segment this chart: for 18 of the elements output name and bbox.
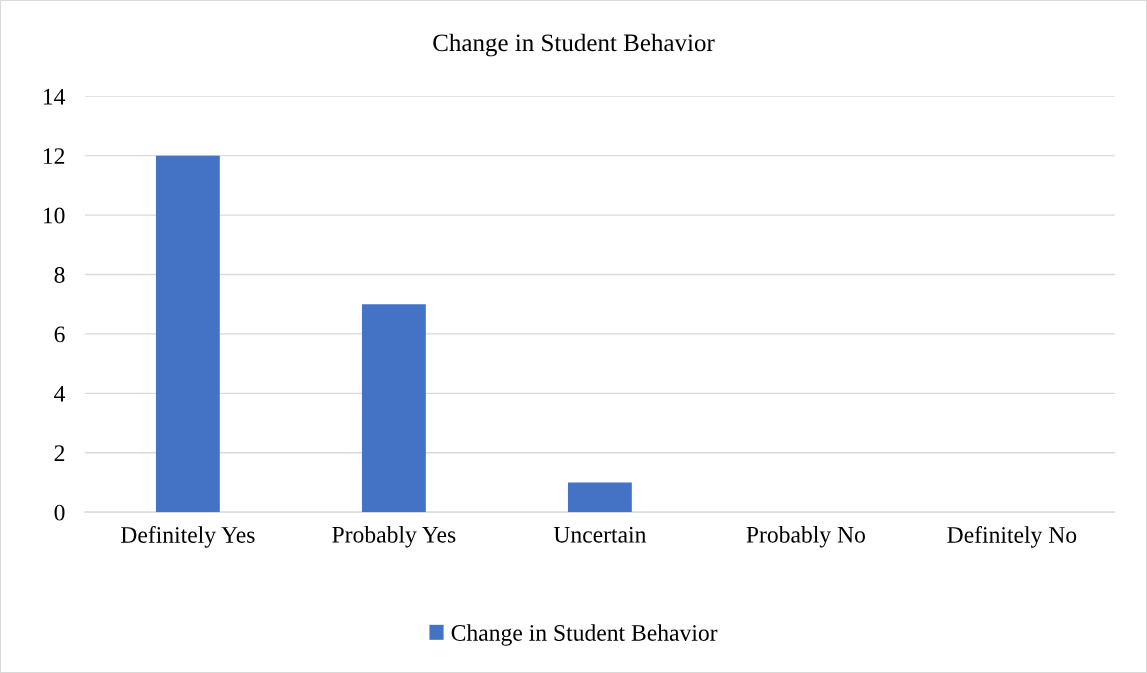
x-tick-label: Definitely No bbox=[947, 526, 1077, 548]
x-tick-label: Definitely Yes bbox=[121, 526, 255, 548]
y-tick-label: 14 bbox=[43, 88, 66, 105]
x-tick-label: Probably Yes bbox=[332, 526, 456, 548]
y-tick-label: 8 bbox=[54, 266, 65, 283]
y-tick-label: 10 bbox=[43, 207, 65, 224]
bar bbox=[155, 155, 220, 513]
y-tick-label: 12 bbox=[43, 148, 65, 164]
x-tick-label: Probably No bbox=[746, 526, 865, 548]
bar bbox=[567, 482, 632, 513]
x-tick-label: Uncertain bbox=[553, 526, 647, 543]
chart-title: Change in Student Behavior bbox=[433, 33, 715, 57]
y-tick-label: 2 bbox=[54, 445, 65, 461]
bar bbox=[361, 304, 426, 513]
y-tick-label: 4 bbox=[54, 385, 66, 402]
y-tick-label: 0 bbox=[54, 504, 65, 521]
legend-label: Change in Student Behavior bbox=[451, 624, 718, 646]
y-tick-label: 6 bbox=[54, 326, 65, 343]
